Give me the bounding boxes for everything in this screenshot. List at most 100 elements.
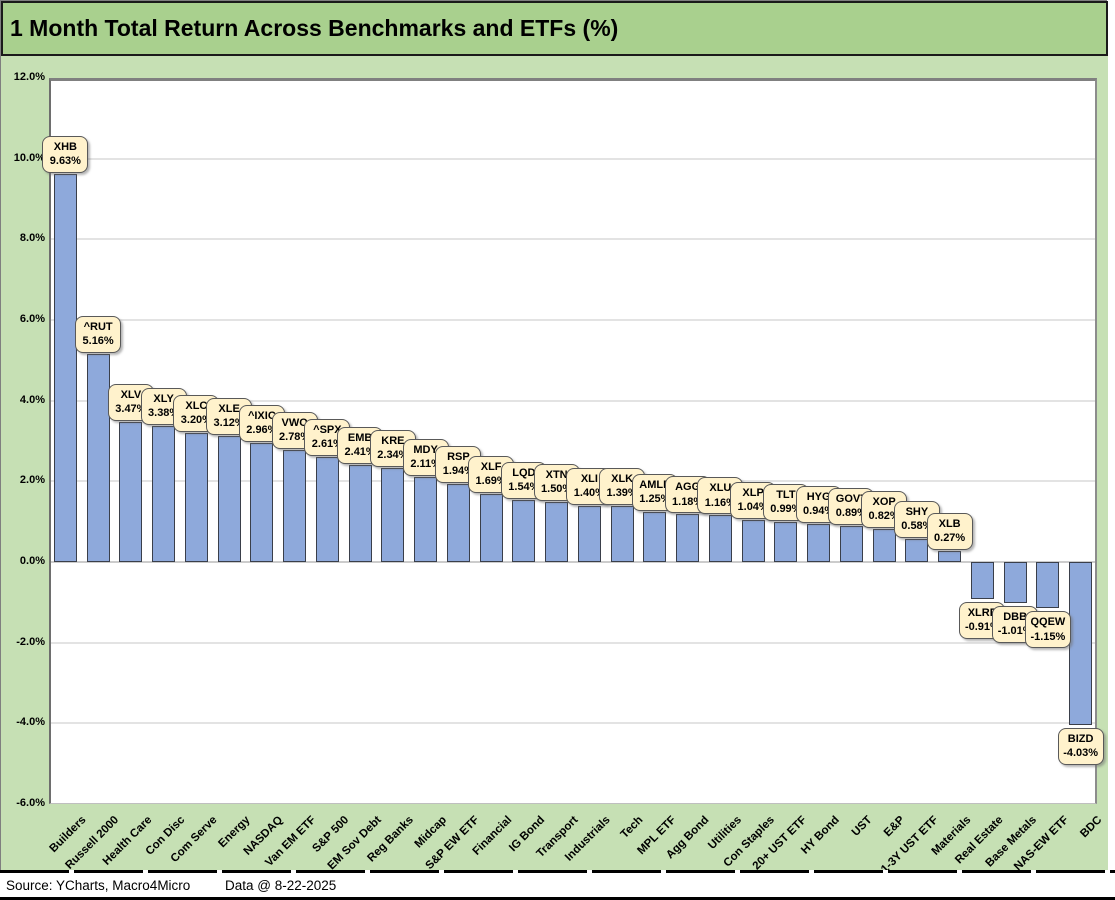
callout-value: 1.16% [704, 496, 736, 509]
bar-qqew [1036, 562, 1060, 609]
y-axis-tick-label: 0.0% [19, 555, 45, 567]
callout-value: 0.89% [835, 507, 867, 520]
y-axis-tick-label: 2.0% [19, 474, 45, 487]
callout-ticker: XLP [742, 487, 764, 500]
gridline [49, 722, 1097, 725]
callout-ticker: DBB [1003, 610, 1028, 623]
x-axis-category-label: UST [850, 814, 875, 839]
bar-xlc [184, 432, 208, 562]
callout-value: 3.12% [213, 417, 245, 430]
gridline [49, 641, 1097, 644]
callout-value: 0.58% [901, 519, 933, 532]
callout-ticker: HYG [806, 491, 831, 504]
callout-value: 1.25% [639, 492, 671, 505]
x-axis-category-label: Tech [618, 814, 646, 841]
callout-value: 3.38% [148, 406, 180, 419]
source-row: Source: YCharts, Macro4Micro Data @ 8-22… [0, 870, 1115, 900]
y-axis-tick-label: 8.0% [19, 232, 45, 245]
callout-value: 3.20% [180, 414, 212, 427]
y-axis-tick-label: -4.0% [16, 716, 45, 729]
callout-value: 1.18% [672, 495, 704, 508]
bar-xlf [479, 493, 503, 562]
data-date-text: Data @ 8-22-2025 [225, 878, 337, 893]
callout-value: 2.78% [279, 431, 311, 444]
callout-ticker: XHB [53, 140, 77, 153]
callout-value: 2.61% [311, 438, 343, 451]
callout-value: 2.11% [410, 458, 441, 471]
callout-value: 0.99% [770, 503, 802, 516]
data-callout-bizd: BIZD -4.03% [1057, 727, 1104, 765]
chart-title: 1 Month Total Return Across Benchmarks a… [10, 15, 619, 41]
data-callout-xhb: XHB 9.63% [42, 135, 89, 173]
bar-emb [348, 464, 372, 562]
bar-kre [381, 467, 405, 562]
callout-ticker: XLU [709, 482, 732, 495]
bar-xlk [610, 505, 634, 562]
callout-value: 0.94% [803, 505, 835, 518]
data-callout-rut: ^RUT 5.16% [75, 315, 122, 353]
y-axis-tick-label: 6.0% [19, 313, 45, 325]
bar-spx [315, 456, 339, 562]
callout-ticker: MDY [413, 443, 438, 456]
source-text: Source: YCharts, Macro4Micro [6, 878, 191, 893]
bar-ixic [250, 442, 274, 562]
bar-amlp [643, 511, 667, 562]
callout-ticker: AGG [675, 481, 701, 494]
bar-agg [676, 514, 700, 562]
callout-ticker: XTN [545, 468, 568, 481]
bar-govt [839, 526, 863, 562]
callout-ticker: ^RUT [83, 320, 113, 333]
bar-hyg [807, 524, 831, 562]
callout-value: -1.01% [997, 625, 1033, 638]
callout-ticker: XLE [218, 403, 240, 416]
chart-area: XHB 9.63% ^RUT 5.16% XLV 3.47% XLY 3.38% XLC 3.20… [1, 56, 1108, 876]
callout-value: 1.39% [606, 487, 638, 500]
x-axis-category-label: BDC [1078, 814, 1105, 841]
bar-vwo [283, 449, 307, 562]
callout-ticker: XLF [480, 460, 502, 473]
callout-ticker: ^IXIC [247, 409, 276, 422]
zero-axis-line [49, 561, 1097, 563]
bar-tlt [774, 522, 798, 562]
callout-ticker: ^SPX [313, 423, 342, 436]
bar-xlre [970, 562, 994, 599]
bar-xlv [119, 422, 143, 562]
callout-value: -4.03% [1063, 746, 1099, 759]
callout-ticker: KRE [381, 434, 405, 447]
callout-value: 1.04% [737, 501, 769, 514]
callout-value: -0.91% [964, 621, 1000, 633]
bar-xly [152, 425, 176, 562]
chart-title-bar: 1 Month Total Return Across Benchmarks a… [1, 1, 1108, 56]
y-axis-tick-label: 10.0% [13, 151, 45, 164]
bar-xop [872, 528, 896, 562]
callout-ticker: AMLP [639, 478, 671, 491]
bar-bizd [1069, 562, 1093, 725]
callout-ticker: QQEW [1030, 616, 1066, 629]
bar-xli [577, 505, 601, 562]
chart-object: 1 Month Total Return Across Benchmarks a… [0, 0, 1108, 876]
callout-value: 1.50% [541, 482, 573, 495]
callout-ticker: TLT [776, 489, 796, 502]
bar-mdy [414, 476, 438, 562]
bar-xle [217, 436, 241, 562]
data-callout-qqew: QQEW -1.15% [1024, 611, 1071, 649]
callout-value: 1.94% [442, 465, 474, 478]
bar-rsp [446, 483, 470, 562]
callout-ticker: RSP [447, 450, 470, 463]
gridline [49, 399, 1097, 402]
callout-value: 1.69% [475, 475, 507, 488]
callout-value: 9.63% [49, 154, 81, 167]
callout-ticker: XLC [185, 399, 208, 412]
callout-ticker: XOP [872, 495, 896, 508]
callout-ticker: XLB [938, 518, 961, 531]
gridline [49, 157, 1097, 160]
x-axis-category-label: E&P [882, 814, 908, 840]
callout-value: 2.34% [377, 448, 409, 461]
callout-ticker: GOVT [835, 493, 867, 506]
bar-lqd [512, 499, 536, 562]
callout-ticker: XLRE [967, 606, 998, 619]
callout-ticker: XLK [611, 472, 634, 485]
footer-top-border [0, 870, 1115, 873]
callout-value: 2.41% [344, 446, 376, 459]
callout-ticker: VWO [281, 416, 308, 429]
